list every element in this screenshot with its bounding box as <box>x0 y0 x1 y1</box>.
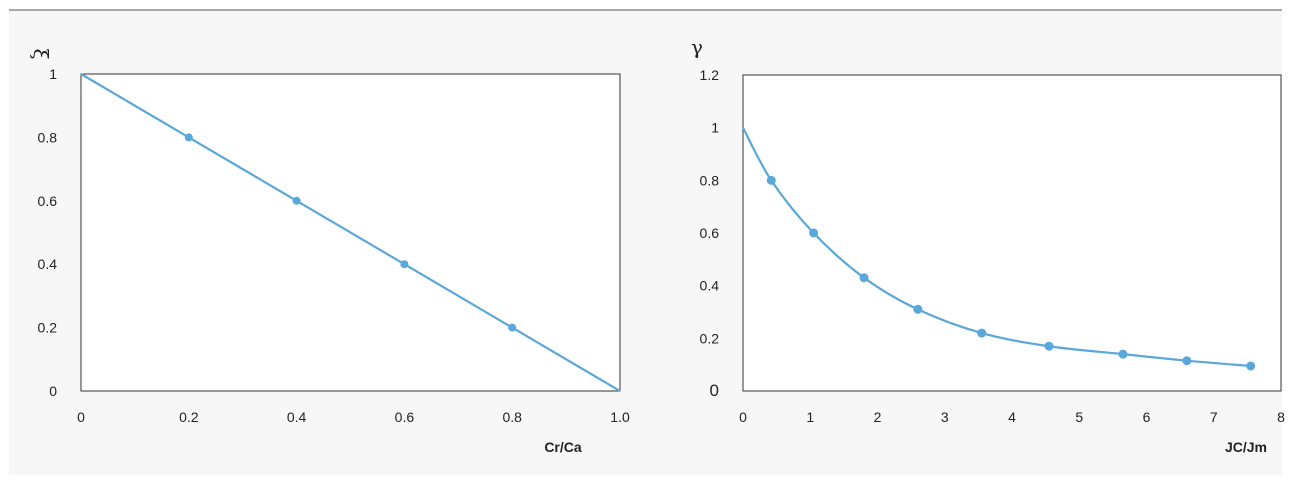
data-point <box>859 273 869 283</box>
data-point <box>508 323 517 332</box>
plot-area-right <box>742 74 1282 392</box>
data-point <box>913 304 923 314</box>
y-tick-label: 0.4 <box>38 256 58 272</box>
x-tick-label: 0.2 <box>179 409 199 425</box>
tick-labels-right: 0 1 2 3 4 5 6 7 8 0 0.2 0.4 0.6 0.8 1 1.2 <box>700 67 1286 425</box>
series-right <box>742 127 1256 371</box>
chart-xi-vs-cr-ca: ξ Cr/Ca 0 0.2 0.4 0.6 0.8 1.0 0 0.2 0.4 0.6 0.8 1 <box>29 48 630 455</box>
data-point <box>400 260 409 269</box>
y-tick-label: 0.4 <box>700 278 720 294</box>
y-tick-label: 1 <box>711 120 719 136</box>
y-tick-label: 0.6 <box>700 225 720 241</box>
x-tick-label: 4 <box>1008 409 1016 425</box>
x-tick-label: 5 <box>1075 409 1083 425</box>
x-axis-label-right: JC/Jm <box>1225 439 1267 455</box>
y-axis-label-right: γ <box>691 35 703 59</box>
x-tick-label: 0 <box>77 409 85 425</box>
y-tick-label: 0.2 <box>38 320 58 336</box>
series-line <box>742 127 1251 368</box>
x-tick-label: 2 <box>874 409 882 425</box>
y-tick-label: 0.6 <box>38 193 58 209</box>
y-tick-label: 0.8 <box>700 172 720 188</box>
y-axis-label-left: ξ <box>29 48 53 59</box>
data-point <box>766 175 776 185</box>
x-tick-label: 3 <box>941 409 949 425</box>
y-tick-label: 0.2 <box>700 330 720 346</box>
x-tick-label: 1.0 <box>610 409 630 425</box>
y-tick-label: 0 <box>49 383 57 399</box>
x-tick-label: 0.4 <box>287 409 307 425</box>
x-tick-label: 8 <box>1277 409 1285 425</box>
x-tick-label: 0.6 <box>395 409 415 425</box>
x-tick-label: 7 <box>1210 409 1218 425</box>
data-point <box>1182 356 1192 366</box>
series-line <box>80 73 621 392</box>
y-tick-label: 1.2 <box>700 67 720 83</box>
data-point <box>1246 361 1256 371</box>
chart-gamma-vs-jc-jm: γ JC/Jm 0 1 2 3 4 5 6 7 8 0 0.2 0.4 0.6 0.8 1 1.2 <box>691 35 1285 455</box>
data-point <box>184 133 193 142</box>
data-point <box>1044 341 1054 351</box>
data-point <box>809 228 819 238</box>
data-point <box>1118 349 1128 359</box>
data-point <box>977 328 987 338</box>
data-point <box>292 196 301 205</box>
x-tick-label: 0.8 <box>502 409 522 425</box>
y-tick-label: 0.8 <box>38 129 58 145</box>
x-axis-label-left: Cr/Ca <box>544 439 582 455</box>
x-tick-label: 1 <box>806 409 814 425</box>
y-tick-label: 1 <box>49 66 57 82</box>
y-tick-label: 0 <box>710 381 719 400</box>
series-left <box>80 73 621 392</box>
x-tick-label: 0 <box>739 409 747 425</box>
tick-labels-left: 0 0.2 0.4 0.6 0.8 1.0 0 0.2 0.4 0.6 0.8 1 <box>38 66 630 425</box>
x-tick-label: 6 <box>1143 409 1151 425</box>
